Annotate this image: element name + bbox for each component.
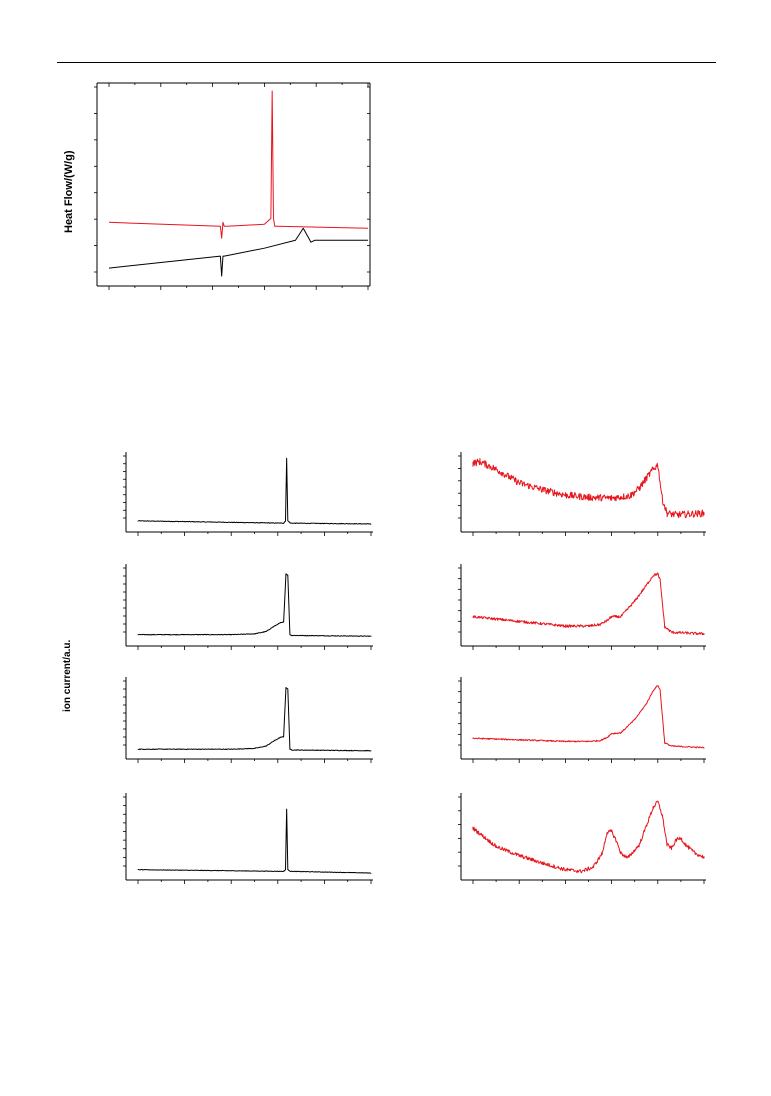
ms-black-1-panel <box>123 452 373 536</box>
ms-black-3-series-0-line <box>137 687 372 752</box>
dsc-series-1-line <box>108 227 368 277</box>
ms-red-3-panel <box>458 677 706 763</box>
ms-black-4-series-0-line <box>137 808 372 874</box>
header-rule <box>57 62 716 63</box>
ms-red-4-series-0-line <box>472 800 705 874</box>
ms-black-2-panel <box>123 564 373 650</box>
ms-black-2-series-0-line <box>137 573 372 637</box>
ms-black-3-panel <box>123 677 373 763</box>
ms-red-1-panel <box>458 452 706 536</box>
ms-red-4-panel <box>458 793 706 884</box>
ms-red-2-panel <box>458 564 706 650</box>
dsc-panel <box>94 82 371 290</box>
dsc-series-0-line <box>108 90 369 239</box>
ms-red-3-series-0-line <box>472 685 705 749</box>
ms-black-1-series-0-line <box>137 457 372 525</box>
ms-black-4-panel <box>123 793 373 884</box>
ms-red-1-series-0-line <box>472 458 705 519</box>
ms-red-2-series-0-line <box>472 572 705 636</box>
